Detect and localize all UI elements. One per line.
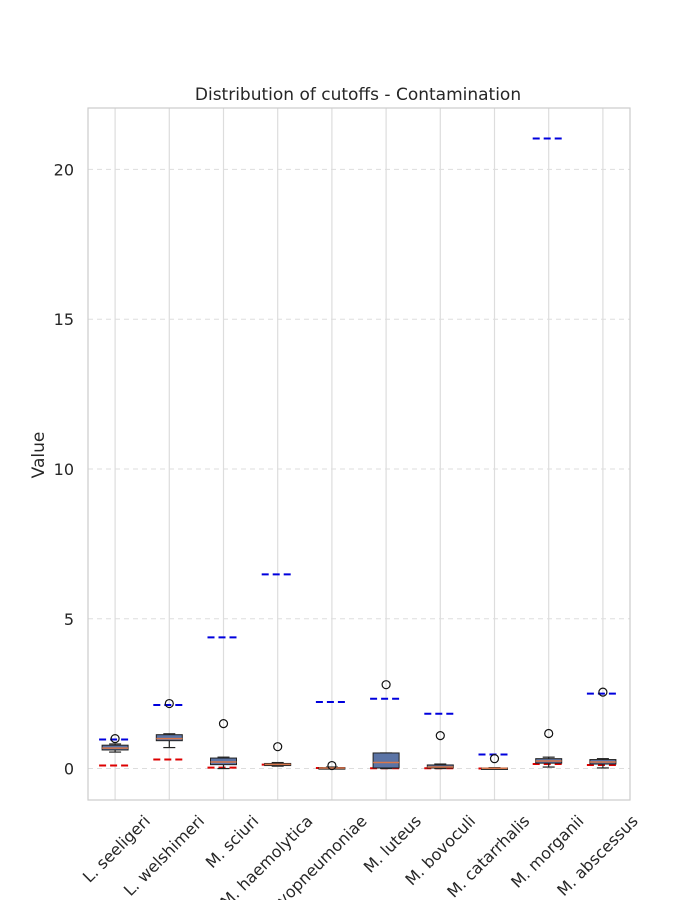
y-axis-label: Value <box>29 432 49 479</box>
box-layer <box>101 680 617 771</box>
y-tick-label: 20 <box>54 160 74 179</box>
outlier-point <box>598 687 608 697</box>
y-tick-label: 15 <box>54 310 74 329</box>
y-tick-label: 10 <box>54 460 74 479</box>
grid-layer <box>88 108 630 800</box>
y-tick-label: 0 <box>64 760 74 779</box>
outlier-point <box>273 742 283 752</box>
outlier-point <box>435 730 445 741</box>
outlier-point <box>489 754 500 764</box>
outlier-point <box>218 719 229 729</box>
outlier-point <box>381 680 391 690</box>
cutoff-layer <box>99 137 619 770</box>
outlier-point <box>544 728 554 739</box>
outlier-point <box>164 698 174 709</box>
chart-title: Distribution of cutoffs - Contamination <box>195 85 521 105</box>
y-tick-label: 5 <box>64 610 74 629</box>
box-iqr <box>155 734 183 742</box>
box-iqr <box>372 752 400 769</box>
outlier-point <box>327 760 337 771</box>
outlier-point <box>110 733 120 744</box>
plot-frame <box>87 107 631 801</box>
